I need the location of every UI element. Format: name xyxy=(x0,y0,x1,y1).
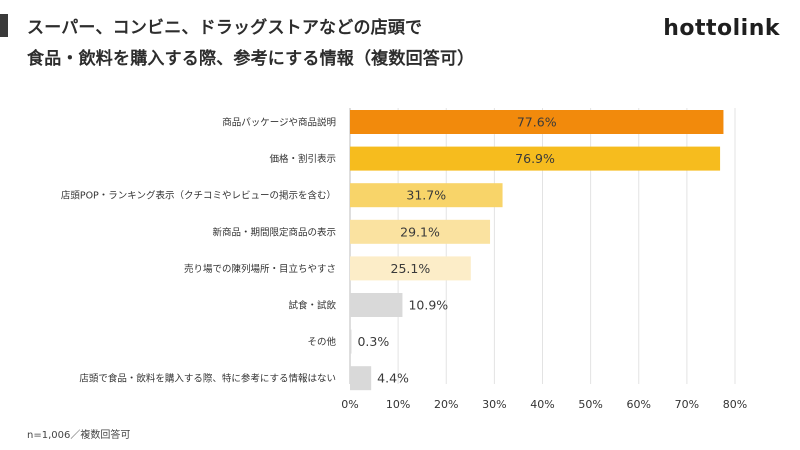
bar xyxy=(350,146,721,171)
chart-title-line-1: スーパー、コンビニ、ドラッグストアなどの店頭で xyxy=(27,18,423,38)
bar xyxy=(350,293,403,317)
data-label: 0.3% xyxy=(357,334,389,349)
bar xyxy=(350,366,372,391)
title-accent-bar xyxy=(0,14,8,37)
data-label: 31.7% xyxy=(406,188,446,203)
bar xyxy=(350,110,724,134)
category-label: 売り場での陳列場所・目立ちやすさ xyxy=(184,263,336,275)
data-label: 29.1% xyxy=(400,224,440,239)
category-label: 新商品・期間限定商品の表示 xyxy=(212,226,336,238)
category-label: 店頭POP・ランキング表示（クチコミやレビューの掲示を含む） xyxy=(61,190,336,202)
hottolink-logo: hottolink xyxy=(663,16,780,41)
data-label: 4.4% xyxy=(377,371,409,386)
data-label: 10.9% xyxy=(408,298,448,313)
category-label: 店頭で食品・飲料を購入する際、特に参考にする情報はない xyxy=(79,373,336,385)
bar xyxy=(350,329,352,354)
data-label: 76.9% xyxy=(515,151,555,166)
footnote: n=1,006／複数回答可 xyxy=(27,430,131,441)
x-tick-label: 40% xyxy=(530,398,554,411)
x-tick-label: 70% xyxy=(675,398,699,411)
category-label: 商品パッケージや商品説明 xyxy=(222,117,336,129)
category-label: その他 xyxy=(307,336,336,348)
chart-title-line-2: 食品・飲料を購入する際、参考にする情報（複数回答可） xyxy=(27,49,475,69)
x-tick-label: 20% xyxy=(434,398,458,411)
x-tick-label: 50% xyxy=(578,398,602,411)
category-label: 試食・試飲 xyxy=(288,300,336,312)
x-tick-label: 60% xyxy=(627,398,651,411)
x-tick-label: 10% xyxy=(386,398,410,411)
data-label: 25.1% xyxy=(391,261,431,276)
category-label: 価格・割引表示 xyxy=(269,153,336,165)
data-label: 77.6% xyxy=(517,115,557,130)
bar xyxy=(350,219,491,244)
x-tick-label: 30% xyxy=(482,398,506,411)
x-tick-label: 80% xyxy=(723,398,747,411)
x-tick-label: 0% xyxy=(341,398,358,411)
bar xyxy=(350,256,471,281)
bar xyxy=(350,183,503,208)
